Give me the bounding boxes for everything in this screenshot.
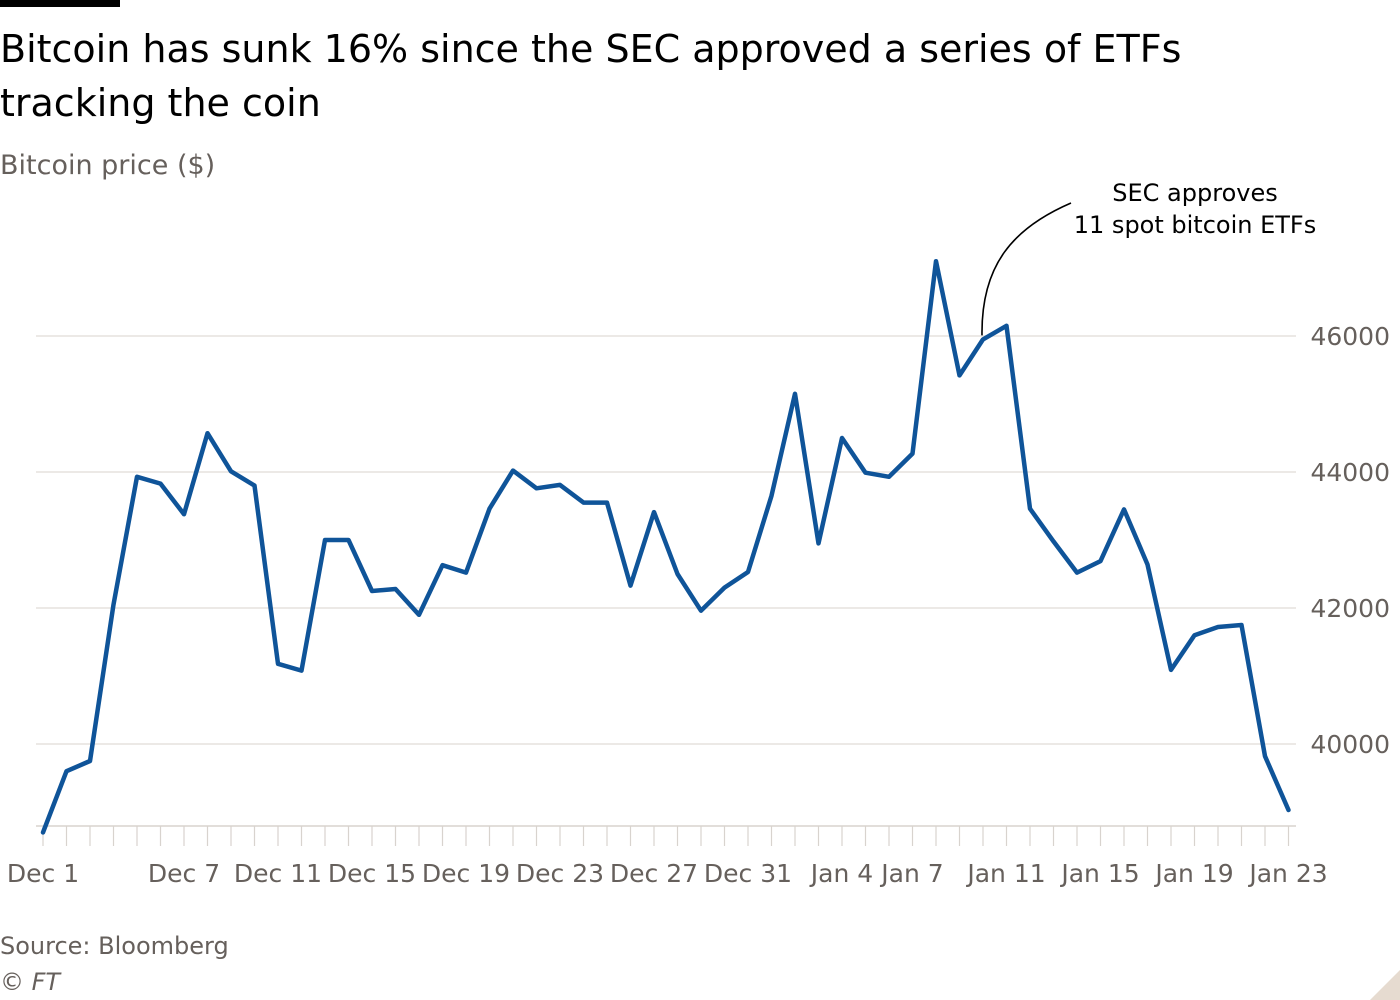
x-tick-label: Dec 19 — [422, 859, 510, 888]
x-tick-label: Dec 15 — [328, 859, 416, 888]
header-bar — [0, 0, 120, 7]
x-tick-label: Jan 11 — [965, 859, 1045, 888]
x-tick-label: Jan 7 — [879, 859, 943, 888]
annotation-leader-line — [981, 202, 1072, 336]
gridlines — [36, 335, 1296, 745]
series-layer — [40, 258, 1291, 835]
y-tick-label: 42000 — [1310, 594, 1390, 623]
x-tick-label: Dec 27 — [610, 859, 698, 888]
x-axis: Dec 1 Dec 7 Dec 11 Dec 15 Dec 19 Dec 23 Dec 27… — [7, 825, 1328, 888]
y-tick-label: 44000 — [1310, 458, 1390, 487]
x-tick-label: Dec 11 — [234, 859, 322, 888]
x-tick-label: Jan 23 — [1247, 859, 1327, 888]
x-tick-label: Dec 1 — [7, 859, 79, 888]
y-axis: 40000 42000 44000 46000 — [1310, 322, 1390, 759]
x-tick-label: Jan 15 — [1059, 859, 1139, 888]
series-line-bitcoin-price — [40, 258, 1291, 835]
x-tick-label: Dec 23 — [516, 859, 604, 888]
corner-logo-mark — [1370, 970, 1400, 1000]
chart-subtitle: Bitcoin price ($) — [0, 150, 216, 181]
source-note: Source: Bloomberg — [0, 932, 229, 960]
y-tick-label: 40000 — [1310, 730, 1390, 759]
x-tick-label: Dec 31 — [704, 859, 792, 888]
annotation-layer: SEC approves 11 spot bitcoin ETFs — [981, 179, 1316, 336]
x-tick-label: Jan 4 — [809, 859, 873, 888]
credit-note: © FT — [0, 968, 61, 996]
y-tick-label: 46000 — [1310, 322, 1390, 351]
x-tick-label: Jan 19 — [1153, 859, 1233, 888]
chart-title: Bitcoin has sunk 16% since the SEC appro… — [0, 27, 1182, 125]
annotation-text: SEC approves — [1112, 179, 1277, 207]
annotation-text: 11 spot bitcoin ETFs — [1074, 211, 1316, 239]
x-tick-label: Dec 7 — [148, 859, 220, 888]
